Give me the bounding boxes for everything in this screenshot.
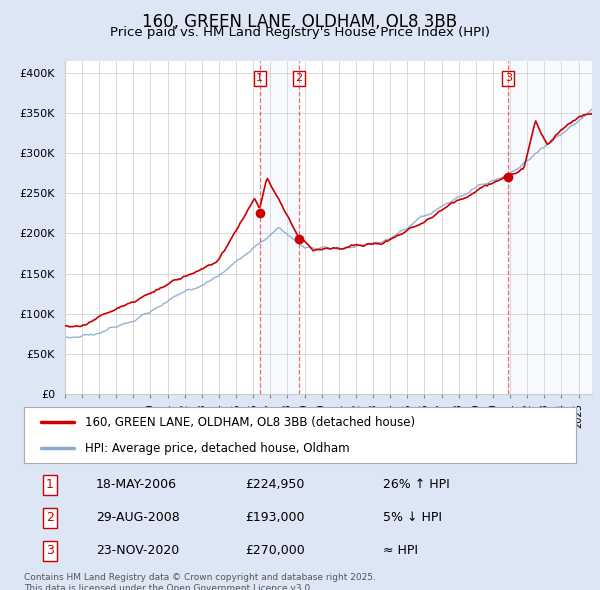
Text: 1: 1 [256, 73, 263, 83]
Text: 160, GREEN LANE, OLDHAM, OL8 3BB (detached house): 160, GREEN LANE, OLDHAM, OL8 3BB (detach… [85, 416, 415, 429]
Text: 26% ↑ HPI: 26% ↑ HPI [383, 478, 449, 491]
Text: 160, GREEN LANE, OLDHAM, OL8 3BB: 160, GREEN LANE, OLDHAM, OL8 3BB [142, 13, 458, 31]
Text: Contains HM Land Registry data © Crown copyright and database right 2025.
This d: Contains HM Land Registry data © Crown c… [24, 573, 376, 590]
Text: ≈ HPI: ≈ HPI [383, 544, 418, 558]
Text: 5% ↓ HPI: 5% ↓ HPI [383, 511, 442, 525]
Text: HPI: Average price, detached house, Oldham: HPI: Average price, detached house, Oldh… [85, 441, 349, 454]
Text: 29-AUG-2008: 29-AUG-2008 [96, 511, 179, 525]
Text: 3: 3 [46, 544, 54, 558]
Text: 18-MAY-2006: 18-MAY-2006 [96, 478, 177, 491]
Bar [508, 61, 592, 394]
Text: Price paid vs. HM Land Registry's House Price Index (HPI): Price paid vs. HM Land Registry's House … [110, 26, 490, 39]
Text: 1: 1 [46, 478, 54, 491]
Text: 2: 2 [295, 73, 302, 83]
Text: 23-NOV-2020: 23-NOV-2020 [96, 544, 179, 558]
Text: £193,000: £193,000 [245, 511, 304, 525]
Bar [260, 61, 299, 394]
Text: £270,000: £270,000 [245, 544, 305, 558]
Text: £224,950: £224,950 [245, 478, 304, 491]
Text: 2: 2 [46, 511, 54, 525]
Text: 3: 3 [505, 73, 512, 83]
